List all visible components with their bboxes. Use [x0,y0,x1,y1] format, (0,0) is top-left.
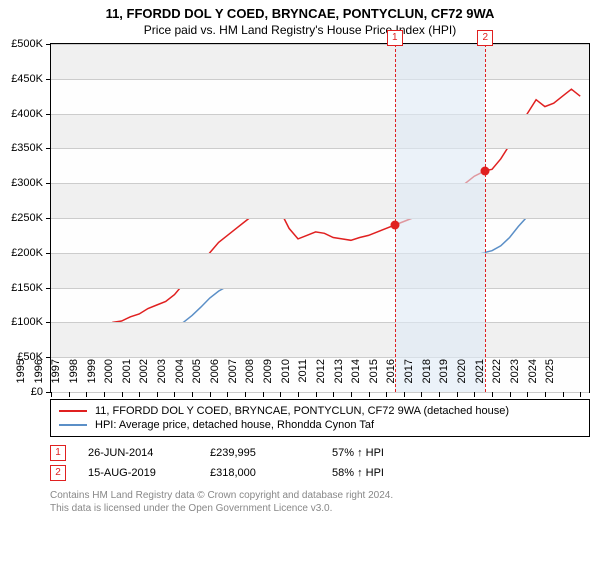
x-axis-label: 2023 [509,359,521,399]
x-axis-label: 1996 [33,359,45,399]
license-text: Contains HM Land Registry data © Crown c… [50,489,590,515]
marker-badge: 1 [50,445,66,461]
footer-row: 2 15-AUG-2019 £318,000 58% ↑ HPI [50,463,590,483]
x-axis-label: 2021 [474,359,486,399]
chart-area: £0£50K£100K£150K£200K£250K£300K£350K£400… [50,43,590,393]
x-axis-label: 2004 [174,359,186,399]
chart-container: 11, FFORDD DOL Y COED, BRYNCAE, PONTYCLU… [0,6,600,566]
license-line: This data is licensed under the Open Gov… [50,502,590,515]
chart-title: 11, FFORDD DOL Y COED, BRYNCAE, PONTYCLU… [0,6,600,21]
y-axis-label: £200K [11,247,43,259]
footer-price: £239,995 [210,447,310,459]
x-axis-label: 1999 [86,359,98,399]
x-axis-label: 2015 [368,359,380,399]
y-axis-label: £150K [11,282,43,294]
legend-swatch [59,410,87,412]
x-axis-label: 2010 [280,359,292,399]
x-axis-label: 2008 [244,359,256,399]
x-axis-label: 2003 [156,359,168,399]
x-axis-label: 2018 [421,359,433,399]
x-axis-label: 2002 [138,359,150,399]
sale-marker [481,166,490,175]
marker-badge: 1 [387,30,403,46]
x-axis-label: 2020 [456,359,468,399]
x-axis-label: 2001 [121,359,133,399]
license-line: Contains HM Land Registry data © Crown c… [50,489,590,502]
x-axis-label: 2019 [438,359,450,399]
x-axis-label: 2017 [403,359,415,399]
y-axis-label: £500K [11,38,43,50]
x-axis-label: 1995 [15,359,27,399]
y-axis-label: £100K [11,316,43,328]
x-axis-label: 2013 [333,359,345,399]
x-axis-label: 2024 [527,359,539,399]
x-axis-label: 2009 [262,359,274,399]
y-axis-label: £400K [11,108,43,120]
y-axis-label: £300K [11,177,43,189]
footer-row: 1 26-JUN-2014 £239,995 57% ↑ HPI [50,443,590,463]
x-axis-label: 2011 [297,359,309,399]
x-axis-label: 2007 [227,359,239,399]
footer-pct: 57% ↑ HPI [332,447,432,459]
x-axis-label: 2000 [103,359,115,399]
chart-subtitle: Price paid vs. HM Land Registry's House … [0,23,600,37]
x-axis-label: 1998 [68,359,80,399]
legend-label: 11, FFORDD DOL Y COED, BRYNCAE, PONTYCLU… [95,405,509,417]
marker-badge: 2 [50,465,66,481]
legend-box: 11, FFORDD DOL Y COED, BRYNCAE, PONTYCLU… [50,399,590,437]
x-axis-label: 2012 [315,359,327,399]
footer-date: 15-AUG-2019 [88,467,188,479]
footer-pct: 58% ↑ HPI [332,467,432,479]
legend-item: 11, FFORDD DOL Y COED, BRYNCAE, PONTYCLU… [59,404,581,418]
x-axis-label: 2006 [209,359,221,399]
marker-badge: 2 [477,30,493,46]
footer-table: 1 26-JUN-2014 £239,995 57% ↑ HPI 2 15-AU… [50,443,590,483]
x-axis-label: 2016 [385,359,397,399]
x-axis-label: 2025 [544,359,556,399]
legend-label: HPI: Average price, detached house, Rhon… [95,419,374,431]
y-axis-label: £450K [11,73,43,85]
y-axis-label: £350K [11,142,43,154]
x-axis-label: 2005 [191,359,203,399]
y-axis-label: £250K [11,212,43,224]
x-axis-label: 1997 [50,359,62,399]
legend-item: HPI: Average price, detached house, Rhon… [59,418,581,432]
legend-swatch [59,424,87,426]
footer-price: £318,000 [210,467,310,479]
sale-marker [390,220,399,229]
x-axis-label: 2022 [491,359,503,399]
x-axis-label: 2014 [350,359,362,399]
plot-region: £0£50K£100K£150K£200K£250K£300K£350K£400… [50,43,590,393]
footer-date: 26-JUN-2014 [88,447,188,459]
